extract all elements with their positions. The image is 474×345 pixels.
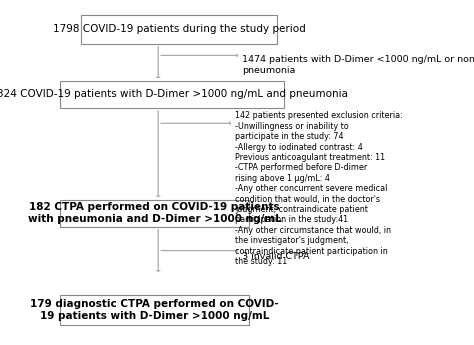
FancyBboxPatch shape xyxy=(60,81,284,108)
FancyBboxPatch shape xyxy=(60,200,249,227)
FancyBboxPatch shape xyxy=(60,295,249,325)
Text: 1798 COVID-19 patients during the study period: 1798 COVID-19 patients during the study … xyxy=(53,24,306,34)
Text: 182 CTPA performed on COVID-19 patients
with pneumonia and D-Dimer >1000 ng/mL: 182 CTPA performed on COVID-19 patients … xyxy=(28,203,282,224)
Text: 142 patients presented exclusion criteria:
-Unwillingness or inability to
partic: 142 patients presented exclusion criteri… xyxy=(236,111,403,266)
FancyBboxPatch shape xyxy=(81,14,277,43)
Text: 324 COVID-19 patients with D-Dimer >1000 ng/mL and pneumonia: 324 COVID-19 patients with D-Dimer >1000… xyxy=(0,89,348,99)
Text: 1474 patients with D-Dimer <1000 ng/mL or non-
pneumonia: 1474 patients with D-Dimer <1000 ng/mL o… xyxy=(242,56,474,75)
Text: 3 invalid CTPA: 3 invalid CTPA xyxy=(242,252,310,261)
Text: 179 diagnostic CTPA performed on COVID-
19 patients with D-Dimer >1000 ng/mL: 179 diagnostic CTPA performed on COVID- … xyxy=(30,299,279,321)
